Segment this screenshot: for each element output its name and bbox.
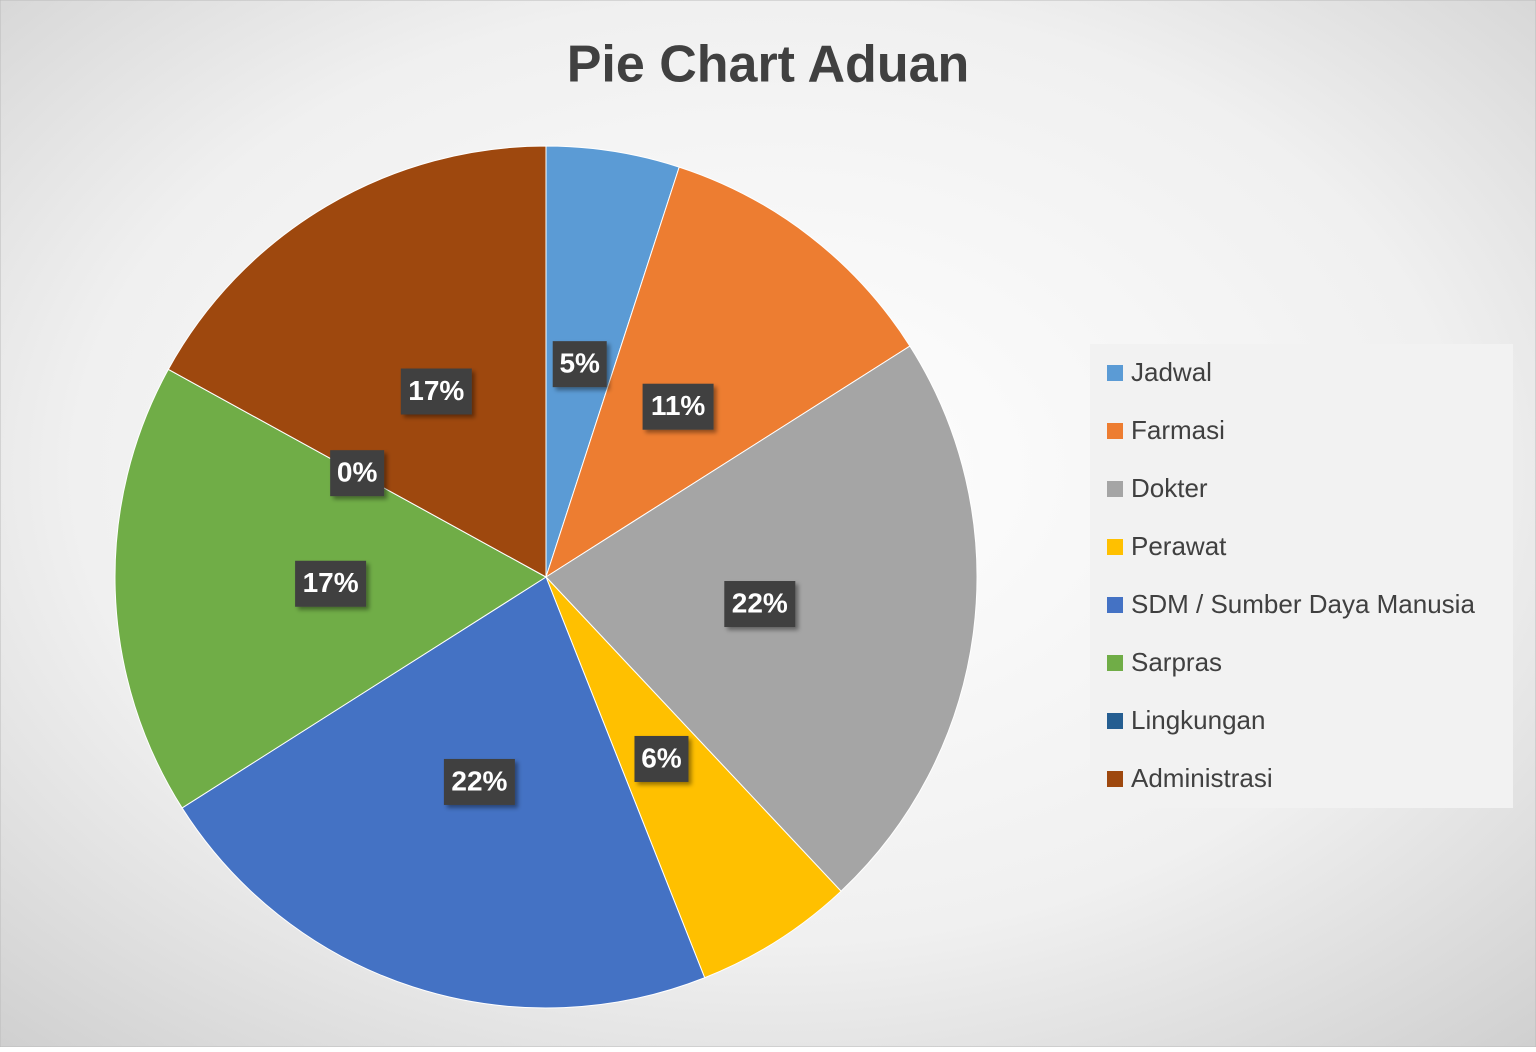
legend-label: SDM / Sumber Daya Manusia xyxy=(1131,589,1475,619)
legend-label: Dokter xyxy=(1131,473,1208,503)
data-label-box xyxy=(295,560,367,607)
legend-label: Sarpras xyxy=(1131,647,1222,677)
data-label: 22% xyxy=(732,587,788,618)
legend-swatch xyxy=(1107,539,1123,555)
data-label: 17% xyxy=(408,375,464,406)
data-label-box xyxy=(642,383,714,430)
data-label-box xyxy=(400,368,472,415)
legend-swatch xyxy=(1107,655,1123,671)
data-label-box xyxy=(552,341,607,388)
pie-slice xyxy=(545,166,911,579)
data-label: 11% xyxy=(651,390,706,421)
pie-slice xyxy=(181,576,706,1009)
data-label-box xyxy=(443,758,515,805)
data-label: 5% xyxy=(559,348,600,379)
data-label: 17% xyxy=(303,567,359,598)
legend-box xyxy=(1090,344,1513,808)
legend-swatch xyxy=(1107,771,1123,787)
data-label-box xyxy=(724,581,796,628)
data-label-box xyxy=(330,450,385,497)
legend-label: Administrasi xyxy=(1131,763,1273,793)
data-label: 22% xyxy=(451,765,507,796)
legend-label: Jadwal xyxy=(1131,357,1212,387)
legend-swatch xyxy=(1107,481,1123,497)
legend-swatch xyxy=(1107,423,1123,439)
legend-label: Perawat xyxy=(1131,531,1227,561)
pie-slice xyxy=(167,145,547,578)
data-label: 0% xyxy=(337,457,378,488)
legend-label: Lingkungan xyxy=(1131,705,1265,735)
legend-swatch xyxy=(1107,713,1123,729)
legend-label: Farmasi xyxy=(1131,415,1225,445)
legend-swatch xyxy=(1107,365,1123,381)
data-label-box xyxy=(634,735,689,782)
legend-swatch xyxy=(1107,597,1123,613)
data-label: 6% xyxy=(641,742,682,773)
chart-title: Pie Chart Aduan xyxy=(567,36,970,94)
pie-slice xyxy=(545,576,842,979)
